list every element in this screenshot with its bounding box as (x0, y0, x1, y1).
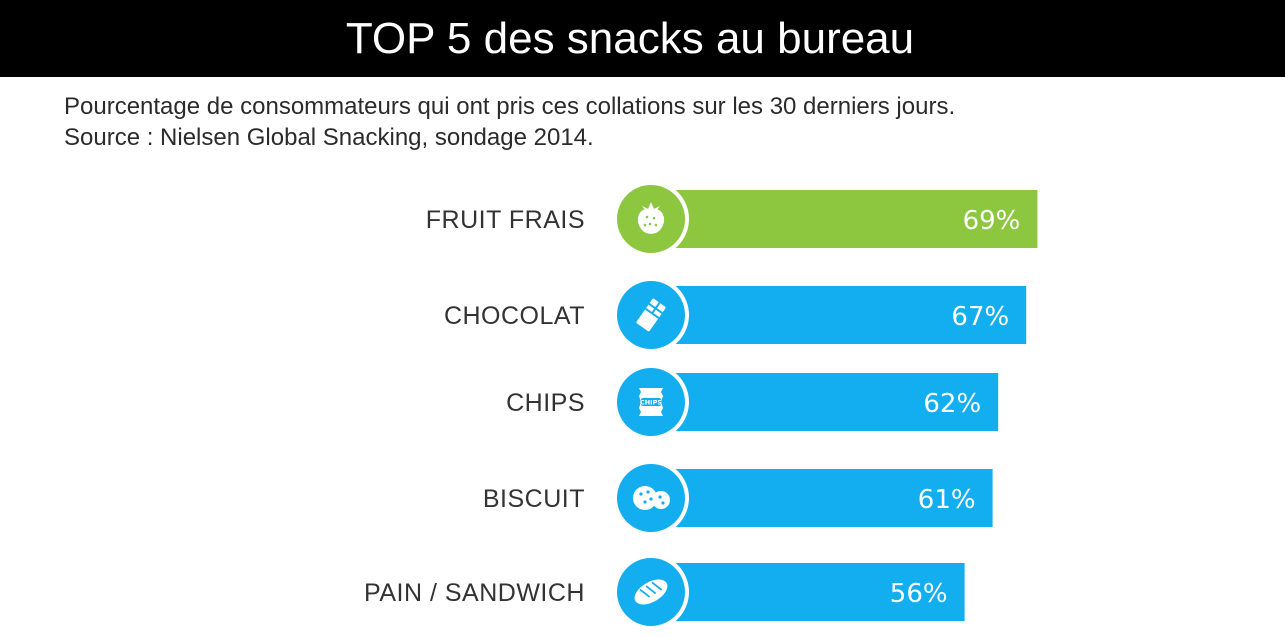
bar-chocolat (651, 286, 1027, 344)
category-label-chocolat: CHOCOLAT (444, 302, 585, 330)
chips-bag-icon: CHIPS (639, 388, 663, 416)
value-label-chocolat: 67% (951, 302, 1009, 332)
value-label-pain-sandwich: 56% (890, 579, 948, 609)
bar-chips (651, 373, 999, 431)
category-label-fruit-frais: FRUIT FRAIS (426, 206, 585, 234)
bar-fruit-frais (651, 190, 1038, 248)
category-label-pain-sandwich: PAIN / SANDWICH (364, 579, 585, 607)
title-bar: TOP 5 des snacks au bureau (0, 0, 1285, 77)
value-label-biscuit: 61% (918, 485, 976, 515)
chips-bag-text: CHIPS (640, 399, 662, 407)
strawberry-icon (637, 202, 665, 234)
bar-pain-sandwich (651, 563, 965, 621)
category-label-biscuit: BISCUIT (483, 485, 585, 513)
subtitle-description: Pourcentage de consommateurs qui ont pri… (64, 93, 956, 120)
bread-icon (634, 579, 668, 605)
cookies-icon (633, 486, 670, 510)
value-label-fruit-frais: 69% (963, 206, 1021, 236)
value-label-chips: 62% (923, 389, 981, 419)
category-label-chips: CHIPS (506, 389, 585, 417)
page-title: TOP 5 des snacks au bureau (345, 14, 915, 63)
bar-chart: FRUIT FRAIS 69% CHOCOLAT 67% CHIPS CHIPS 62% BI… (364, 181, 1038, 630)
chocolate-bar-icon (636, 298, 666, 332)
bar-biscuit (651, 469, 993, 527)
subtitle-source: Source : Nielsen Global Snacking, sondag… (64, 124, 594, 151)
